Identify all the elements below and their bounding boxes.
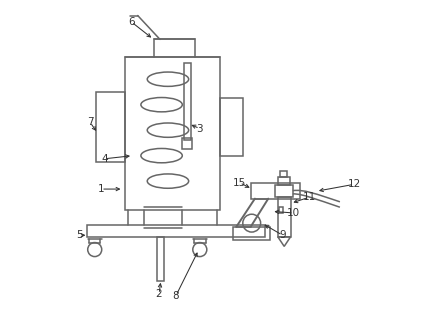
Text: 2: 2	[156, 289, 162, 299]
Bar	[125, 57, 220, 210]
Text: 7: 7	[86, 117, 93, 127]
Text: 11: 11	[303, 192, 316, 202]
Bar	[278, 177, 290, 185]
Text: 4: 4	[101, 154, 108, 164]
Text: 15: 15	[233, 178, 246, 188]
Text: 1: 1	[98, 184, 105, 194]
Text: 12: 12	[348, 179, 361, 189]
Text: 10: 10	[287, 208, 300, 218]
Bar	[220, 98, 243, 156]
Bar	[157, 237, 164, 282]
Bar	[278, 197, 291, 237]
Bar	[233, 227, 270, 240]
Text: 3: 3	[197, 123, 203, 133]
Text: 9: 9	[279, 230, 286, 240]
Bar	[182, 138, 192, 149]
Text: 8: 8	[172, 291, 179, 301]
Text: 6: 6	[128, 17, 135, 27]
Bar	[87, 225, 265, 237]
Bar	[96, 92, 125, 162]
Bar	[275, 185, 293, 197]
Bar	[279, 207, 283, 213]
Bar	[280, 171, 288, 177]
Bar	[184, 63, 191, 140]
Bar	[251, 183, 300, 199]
Text: 5: 5	[76, 230, 83, 240]
Bar	[153, 40, 195, 57]
